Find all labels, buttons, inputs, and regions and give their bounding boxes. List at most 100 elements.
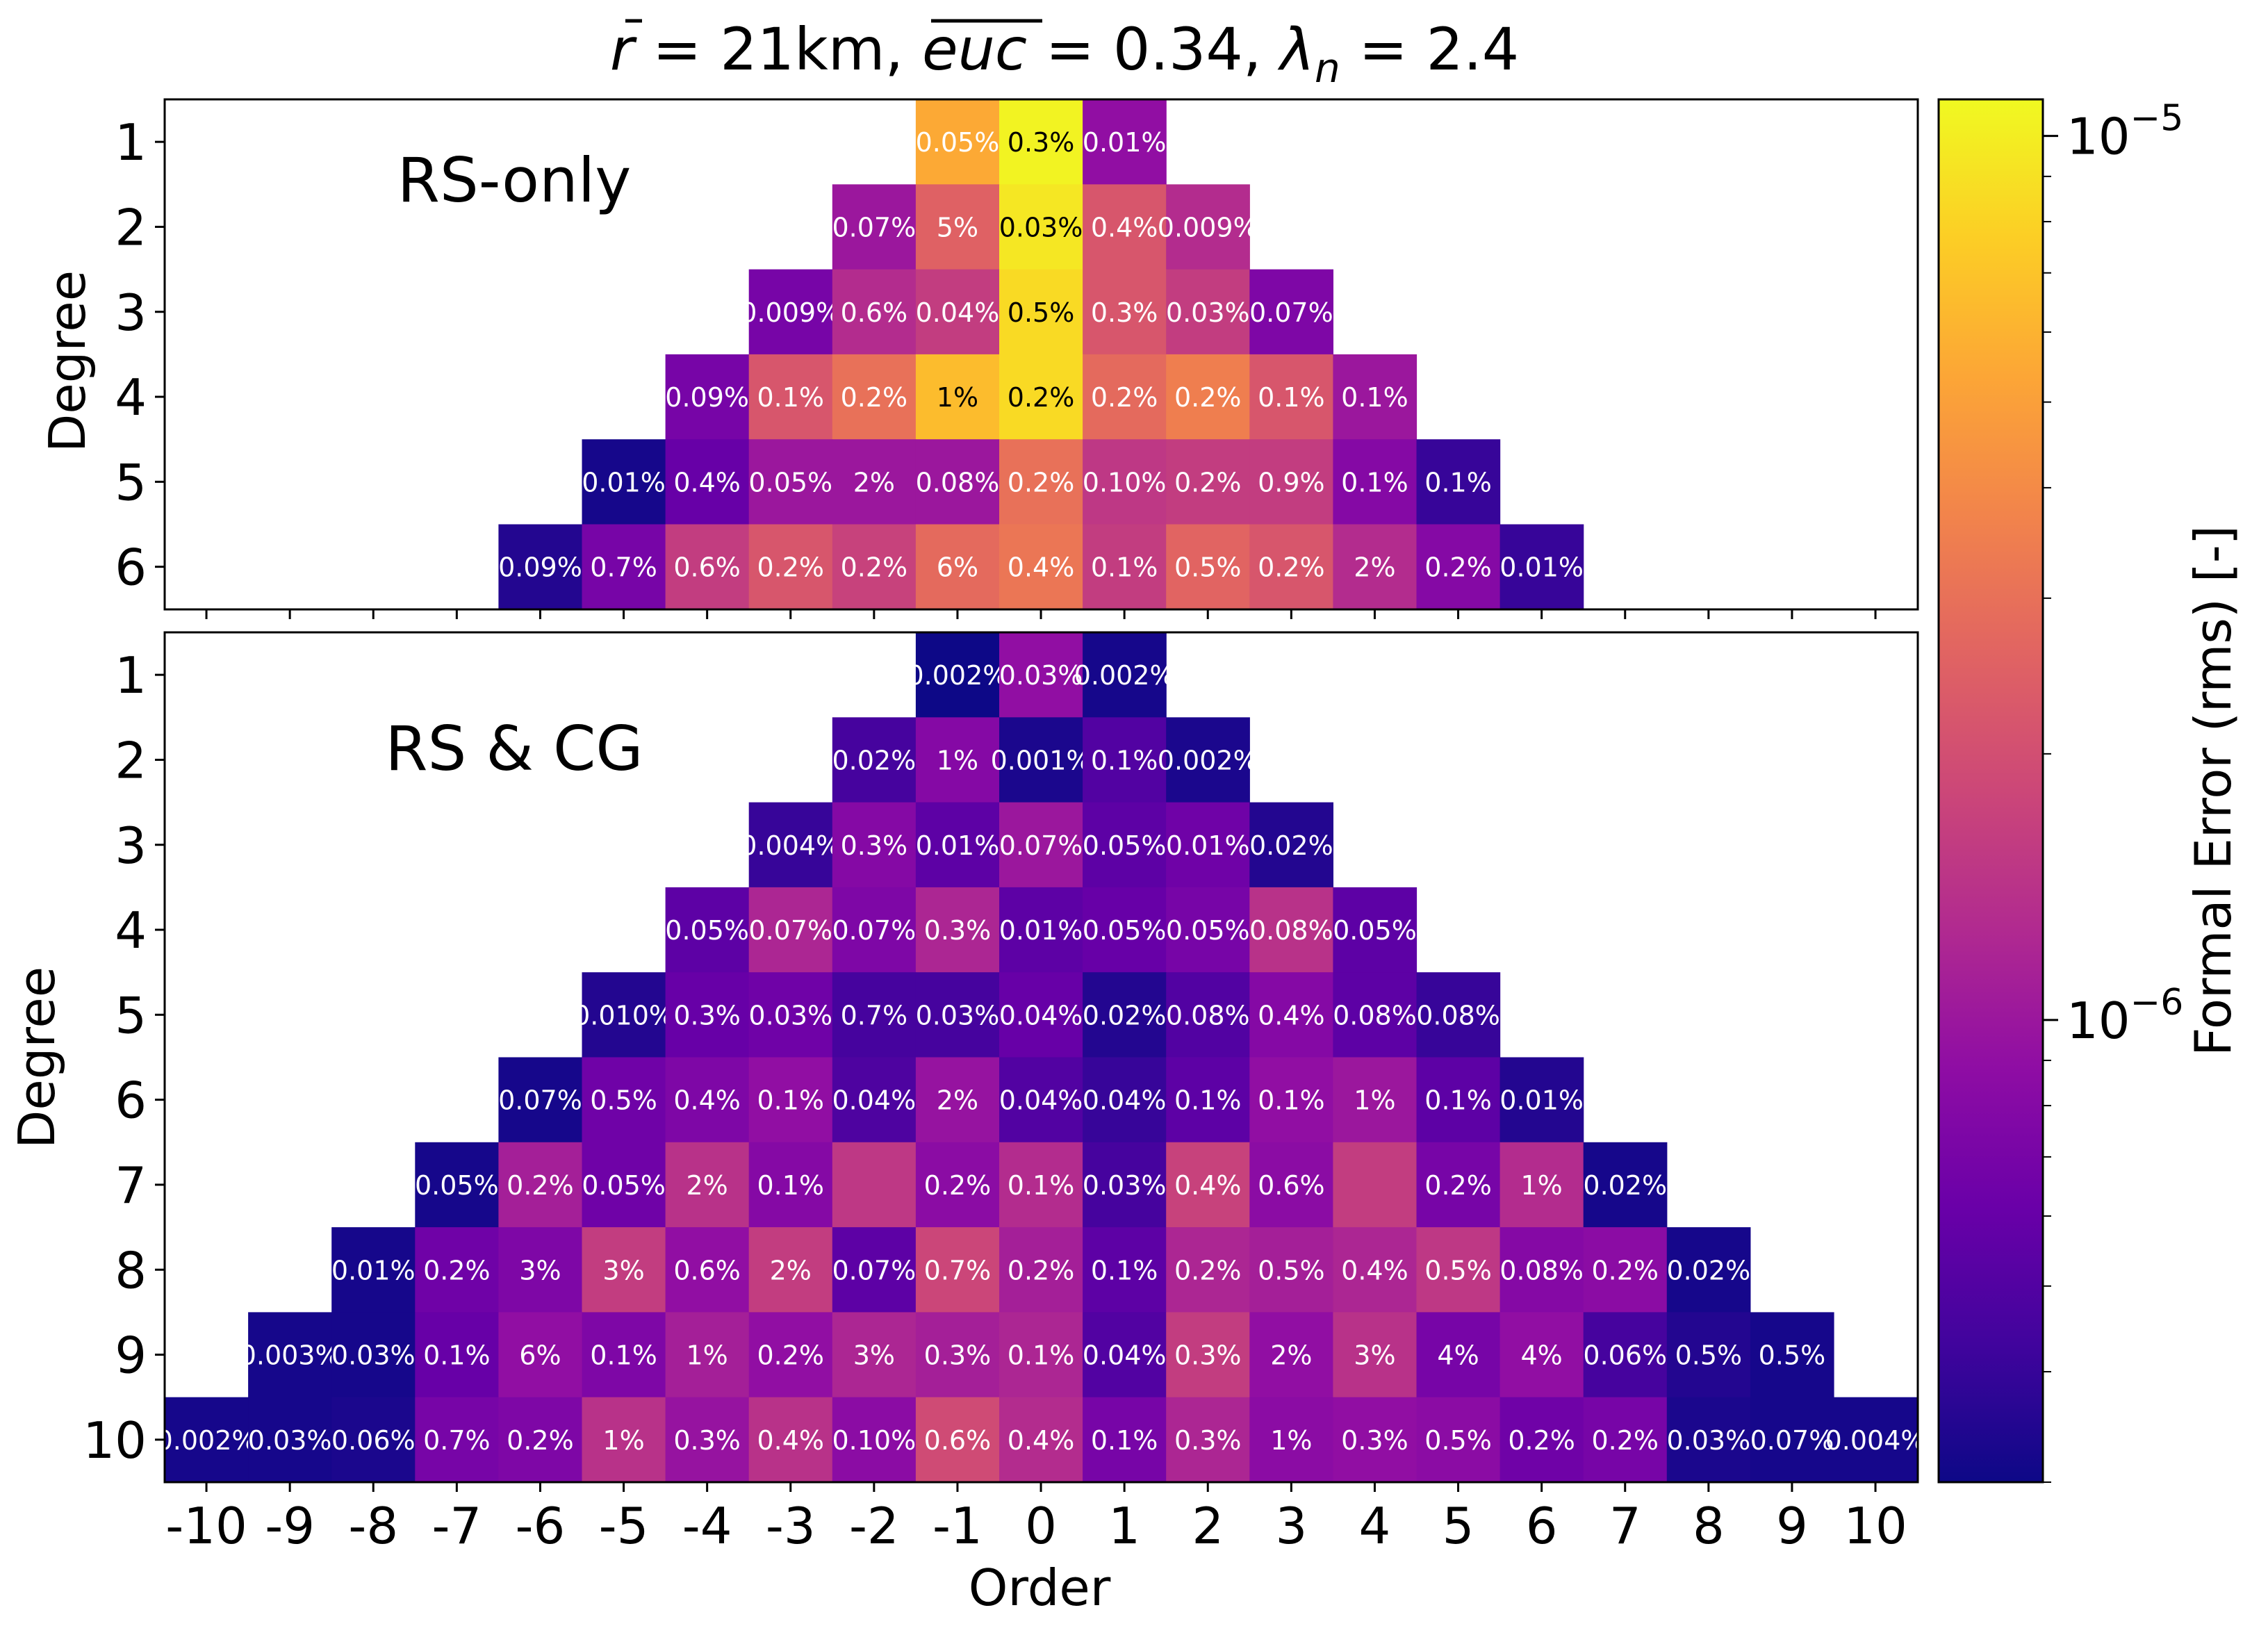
cell-value-label: 0.03% bbox=[999, 212, 1083, 243]
cell-value-label: 0.2% bbox=[1008, 1255, 1075, 1286]
heatmap-cell bbox=[748, 1057, 833, 1143]
cell-value-label: 0.1% bbox=[1258, 382, 1325, 413]
heatmap-cell bbox=[498, 1397, 583, 1483]
cell-value-label: 2% bbox=[853, 467, 895, 498]
cell-value-label: 0.2% bbox=[1008, 382, 1075, 413]
cell-value-label: 1% bbox=[1521, 1170, 1563, 1201]
cell-value-label: 0.7% bbox=[841, 1000, 908, 1030]
cell-value-label: 0.01% bbox=[1499, 1085, 1584, 1116]
y-tick-label: 3 bbox=[115, 284, 147, 342]
cell-value-label: 0.02% bbox=[1083, 1000, 1167, 1030]
y-tick-label: 1 bbox=[115, 113, 147, 172]
heatmap-cell bbox=[832, 184, 917, 270]
heatmap-cell bbox=[1499, 1057, 1584, 1143]
heatmap-cell bbox=[1416, 1142, 1501, 1228]
cell-value-label: 0.002% bbox=[907, 660, 1008, 691]
cell-value-label: 2% bbox=[1354, 552, 1395, 583]
cell-value-label: 0.6% bbox=[924, 1425, 992, 1456]
cell-value-label: 0.05% bbox=[1083, 830, 1167, 861]
cell-value-label: 0.3% bbox=[1091, 297, 1158, 328]
heatmap-cell bbox=[832, 354, 917, 440]
y-tick-label: 5 bbox=[115, 453, 147, 511]
cell-value-label: 0.05% bbox=[916, 127, 1000, 158]
heatmap-cell bbox=[832, 1142, 917, 1228]
heatmap-cell bbox=[665, 1227, 750, 1313]
title-lambda-value: = 2.4 bbox=[1340, 15, 1519, 83]
cell-value-label: 3% bbox=[1354, 1340, 1395, 1371]
heatmap-cell bbox=[1083, 524, 1167, 610]
x-tick-label: 3 bbox=[1275, 1497, 1307, 1555]
heatmap-cells-rs-cg: 0.002%0.03%0.002%0.02% 1% 0.001% 0.1% 0.002%… bbox=[156, 632, 1926, 1483]
colorbar-tick-label: 10−6 bbox=[2066, 982, 2183, 1050]
heatmap-cell bbox=[832, 1312, 917, 1398]
y-tick-label: 2 bbox=[115, 198, 147, 256]
cell-value-label: 0.01% bbox=[916, 830, 1000, 861]
cell-value-label: 0.08% bbox=[1333, 1000, 1417, 1030]
colorbar-minor-ticks bbox=[2043, 175, 2051, 1483]
cell-value-label: 0.2% bbox=[1008, 467, 1075, 498]
cell-value-label: 0.5% bbox=[1258, 1255, 1325, 1286]
x-tick-label: -2 bbox=[849, 1497, 899, 1555]
heatmap-cell bbox=[1083, 354, 1167, 440]
heatmap-cell bbox=[415, 1312, 499, 1398]
cell-value-label: 0.1% bbox=[1258, 1085, 1325, 1116]
cell-value-label: 0.3% bbox=[673, 1000, 741, 1030]
heatmap-cell bbox=[832, 717, 917, 803]
cell-value-label: 0.09% bbox=[498, 552, 582, 583]
heatmap-cell bbox=[1333, 1057, 1418, 1143]
cell-value-label: 0.3% bbox=[673, 1425, 741, 1456]
cell-value-label: 1% bbox=[1270, 1425, 1312, 1456]
heatmap-cell bbox=[582, 1397, 666, 1483]
x-tick-label: -4 bbox=[682, 1497, 732, 1555]
x-tick-label: 5 bbox=[1443, 1497, 1474, 1555]
heatmap-cell bbox=[1166, 717, 1250, 803]
cell-value-label: 1% bbox=[937, 382, 978, 413]
heatmap-cell bbox=[1333, 1397, 1418, 1483]
cell-value-label: 0.07% bbox=[832, 212, 916, 243]
cell-value-label: 0.010% bbox=[573, 1000, 674, 1030]
cell-value-label: 0.1% bbox=[1091, 745, 1158, 775]
x-tick-label: 10 bbox=[1843, 1497, 1907, 1555]
heatmap-cell bbox=[582, 1312, 666, 1398]
heatmap-cell bbox=[1249, 269, 1333, 355]
cell-value-label: 0.3% bbox=[1174, 1425, 1242, 1456]
heatmap-cell bbox=[1416, 1397, 1501, 1483]
cell-value-label: 2% bbox=[937, 1085, 978, 1116]
cell-value-label: 3% bbox=[853, 1340, 895, 1371]
heatmap-cell bbox=[331, 1227, 416, 1313]
heatmap-cell bbox=[498, 1227, 583, 1313]
cell-value-label: 2% bbox=[687, 1170, 728, 1201]
cell-value-label: 0.07% bbox=[832, 1255, 916, 1286]
heatmap-cell bbox=[1166, 1057, 1250, 1143]
cell-value-label: 0.2% bbox=[1174, 382, 1242, 413]
cell-value-label: 0.2% bbox=[757, 552, 824, 583]
cell-value-label: 0.7% bbox=[924, 1255, 992, 1286]
cell-value-label: 0.07% bbox=[498, 1085, 582, 1116]
heatmap-cell bbox=[832, 887, 917, 973]
panel-label-rs-cg: RS & CG bbox=[385, 713, 643, 785]
heatmap-cell bbox=[1249, 1142, 1333, 1228]
cell-value-label: 0.5% bbox=[1174, 552, 1242, 583]
colorbar-tick-exponent: −5 bbox=[2130, 98, 2184, 140]
cell-value-label: 0.01% bbox=[331, 1255, 416, 1286]
colorbar-tick-base: 10 bbox=[2066, 992, 2130, 1050]
heatmap-cell bbox=[415, 1227, 499, 1313]
x-tick-label: -10 bbox=[165, 1497, 247, 1555]
cell-value-label: 4% bbox=[1437, 1340, 1479, 1371]
cell-value-label: 0.6% bbox=[673, 1255, 741, 1286]
cell-value-label: 0.9% bbox=[1258, 467, 1325, 498]
y-tick-label: 6 bbox=[115, 539, 147, 597]
cell-value-label: 6% bbox=[937, 552, 978, 583]
cell-value-label: 0.4% bbox=[1008, 552, 1075, 583]
heatmap-cell bbox=[665, 887, 750, 973]
cell-value-label: 0.6% bbox=[1258, 1170, 1325, 1201]
heatmap-cell bbox=[582, 439, 666, 525]
title-r-symbol: r bbox=[610, 15, 637, 83]
heatmap-cell bbox=[665, 439, 750, 525]
cell-value-label: 0.001% bbox=[991, 745, 1092, 775]
cell-value-label: 0.09% bbox=[665, 382, 749, 413]
cell-value-label: 0.1% bbox=[423, 1340, 491, 1371]
cell-value-label: 1% bbox=[1354, 1085, 1395, 1116]
cell-value-label: 0.05% bbox=[1333, 915, 1417, 946]
heatmap-cell bbox=[748, 1227, 833, 1313]
